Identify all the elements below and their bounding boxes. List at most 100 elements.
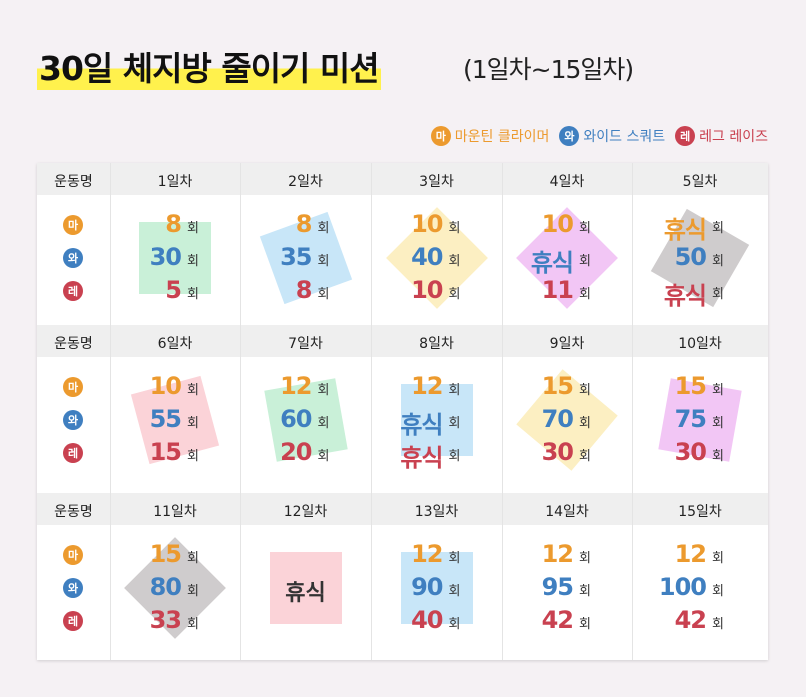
unit: 회 (317, 383, 330, 398)
count: 95 (541, 573, 574, 601)
count: 30 (674, 438, 707, 466)
count: 10 (411, 276, 443, 304)
count: 12 (411, 372, 443, 400)
count: 11 (541, 276, 574, 304)
legend-item: 마 마운틴 클라이머 (430, 126, 549, 146)
unit: 회 (187, 254, 199, 269)
count: 휴식 (663, 282, 707, 310)
unit: 회 (448, 287, 461, 302)
column-line (371, 493, 372, 660)
unit: 회 (448, 383, 461, 398)
exercise-badge: 마 (63, 215, 83, 235)
legend-label: 레그 레이즈 (699, 129, 768, 145)
count: 30 (541, 438, 574, 466)
legend-badge: 마 (430, 126, 451, 146)
day-header: 3일차 (419, 174, 454, 190)
unit: 회 (579, 254, 591, 269)
highlight (269, 552, 342, 624)
count: 10 (541, 210, 574, 238)
unit: 회 (579, 449, 591, 464)
unit: 회 (579, 551, 591, 566)
column-line (502, 325, 503, 493)
exercise-badge: 와 (63, 410, 83, 430)
unit: 회 (579, 416, 591, 431)
highlight (400, 552, 473, 624)
count: 90 (411, 573, 443, 601)
unit: 회 (187, 449, 199, 464)
legend-badge: 레 (675, 126, 696, 146)
unit: 회 (579, 221, 591, 236)
header-row (37, 163, 768, 195)
unit: 회 (448, 449, 461, 464)
subtitle: (1일차~15일차) (463, 55, 634, 84)
day-header: 12일차 (283, 504, 328, 520)
legend: 마 마운틴 클라이머 와 와이드 스쿼트 레 레그 레이즈 (430, 126, 768, 146)
count: 42 (541, 606, 574, 634)
unit: 회 (448, 416, 461, 431)
legend-badge: 와 (559, 126, 580, 146)
count: 휴식 (400, 444, 443, 472)
unit: 회 (187, 551, 199, 566)
count: 50 (674, 243, 707, 271)
day-header: 5일차 (682, 174, 718, 190)
count: 30 (149, 243, 182, 271)
unit: 회 (712, 287, 724, 302)
unit: 회 (579, 617, 591, 632)
column-line (371, 163, 372, 325)
rest-label: 휴식 (285, 581, 326, 606)
mission-table: 운동명 마 와 레 1일차 8 회 30 회 5 회 2일차 8 회 35 회 8 회 3일차 10 회 40 회 10 회 4일… (37, 163, 768, 660)
unit: 회 (448, 551, 461, 566)
column-line (632, 325, 633, 493)
count: 휴식 (400, 411, 443, 439)
unit: 회 (712, 584, 724, 599)
unit: 회 (712, 254, 724, 269)
column-line (371, 325, 372, 493)
column-line (110, 163, 111, 325)
unit: 회 (317, 449, 330, 464)
day-header: 14일차 (545, 504, 589, 520)
day-header: 9일차 (549, 336, 585, 352)
exercise-badge: 마 (63, 377, 83, 397)
highlight (400, 384, 473, 456)
count: 40 (411, 606, 443, 634)
count: 100 (658, 573, 707, 601)
header-cell: 운동명 (54, 336, 93, 352)
unit: 회 (579, 584, 591, 599)
unit: 회 (712, 551, 724, 566)
day-header: 2일차 (288, 174, 323, 190)
legend-item: 레 레그 레이즈 (675, 126, 768, 146)
unit: 회 (579, 287, 591, 302)
count: 12 (541, 540, 574, 568)
count: 35 (280, 243, 312, 271)
count: 10 (411, 210, 443, 238)
day-header: 4일차 (549, 174, 585, 190)
unit: 회 (187, 584, 199, 599)
count: 8 (295, 276, 313, 304)
unit: 회 (712, 383, 724, 398)
count: 80 (149, 573, 182, 601)
count: 15 (674, 372, 707, 400)
count: 10 (149, 372, 182, 400)
header-row (37, 493, 768, 525)
title: 30일 체지방 줄이기 미션 (37, 42, 381, 90)
unit: 회 (317, 287, 330, 302)
column-line (502, 163, 503, 325)
highlight (139, 222, 211, 294)
unit: 회 (317, 254, 330, 269)
count: 8 (165, 210, 182, 238)
unit: 회 (317, 416, 330, 431)
unit: 회 (187, 383, 199, 398)
unit: 회 (448, 617, 461, 632)
header-cell: 운동명 (54, 504, 93, 520)
column-line (632, 163, 633, 325)
count: 40 (411, 243, 443, 271)
header-row (37, 325, 768, 357)
column-line (632, 493, 633, 660)
count: 5 (165, 276, 182, 304)
count: 8 (295, 210, 313, 238)
day-header: 8일차 (419, 336, 454, 352)
exercise-badge: 와 (63, 578, 83, 598)
exercise-badge: 마 (63, 545, 83, 565)
unit: 회 (448, 584, 461, 599)
